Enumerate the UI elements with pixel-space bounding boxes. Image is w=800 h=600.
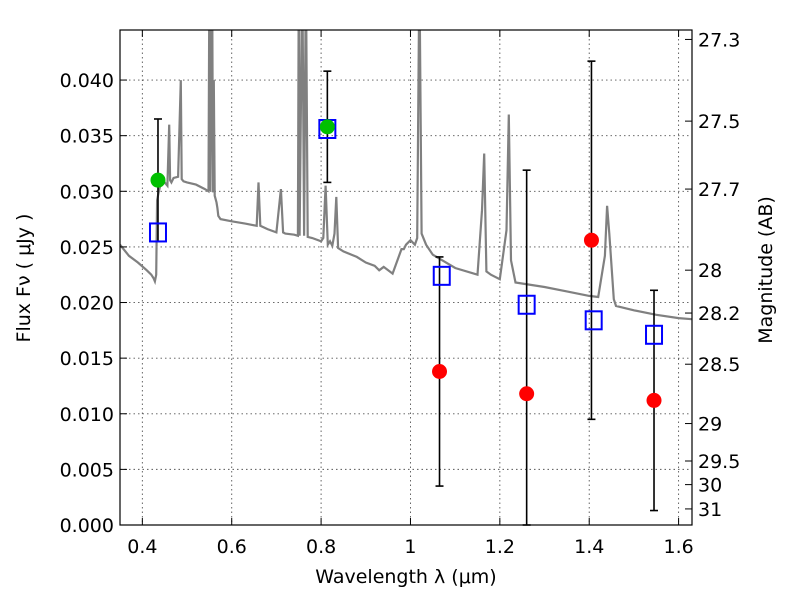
right-tick-label: 29: [698, 414, 722, 436]
model-square-marker: [517, 294, 536, 315]
x-tick-label: 1: [404, 536, 416, 558]
right-tick-label: 30: [698, 475, 722, 497]
right-tick-label: 27.7: [698, 179, 740, 201]
right-axis-title: Magnitude (AB): [755, 196, 777, 344]
y-tick-label: 0.005: [60, 459, 114, 481]
y-tick-label: 0.040: [60, 70, 114, 92]
right-tick-label: 27.3: [698, 29, 740, 51]
y-tick-label: 0.025: [60, 237, 114, 259]
axis-ticks: 0.4 0.6 0.8 1 1.2 1.4 1.6 0.000 0.005 0.010 0.015 0…: [60, 29, 741, 558]
x-axis-title: Wavelength λ (μm): [315, 566, 496, 588]
red-circle-marker: [519, 386, 535, 402]
x-tick-label: 0.6: [217, 536, 247, 558]
red-circle-marker: [583, 232, 599, 248]
x-tick-label: 1.6: [663, 536, 693, 558]
model-square-marker: [148, 222, 167, 243]
y-tick-label: 0.010: [60, 404, 114, 426]
x-tick-label: 1.2: [485, 536, 515, 558]
red-circle-marker: [646, 392, 662, 408]
errorbar-layer: [153, 60, 659, 526]
y-tick-label: 0.035: [60, 126, 114, 148]
x-tick-label: 1.4: [574, 536, 604, 558]
model-square-marker: [584, 310, 603, 331]
x-tick-label: 0.4: [127, 536, 157, 558]
y-tick-label: 0.000: [60, 515, 114, 537]
grid: [120, 30, 692, 526]
y-axis-title: Flux Fν ( μJy ): [13, 214, 35, 343]
right-tick-label: 27.5: [698, 111, 740, 133]
red-circle-marker: [432, 363, 448, 379]
model-square-marker: [432, 265, 451, 286]
y-tick-label: 0.020: [60, 293, 114, 315]
plot-frame: [119, 29, 693, 526]
marker-layer: [148, 119, 664, 408]
right-tick-label: 29.5: [698, 451, 740, 473]
model-square-marker: [645, 324, 664, 345]
detection-circle-marker: [319, 119, 335, 135]
y-tick-label: 0.030: [60, 181, 114, 203]
x-tick-label: 0.8: [306, 536, 336, 558]
template-spectrum-layer: [120, 30, 692, 321]
right-tick-label: 28: [698, 260, 722, 282]
template-spectrum-line: [120, 30, 692, 321]
right-tick-label: 31: [698, 499, 722, 521]
right-tick-label: 28.5: [698, 354, 740, 376]
right-tick-label: 28.2: [698, 303, 740, 325]
detection-circle-marker: [150, 172, 166, 188]
y-tick-label: 0.015: [60, 348, 114, 370]
